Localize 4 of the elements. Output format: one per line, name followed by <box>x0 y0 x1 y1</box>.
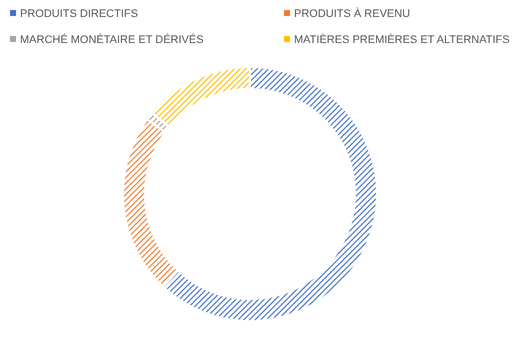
legend-label: PRODUITS À REVENU <box>294 6 410 20</box>
legend-label: MARCHÉ MONÉTAIRE ET DÉRIVÉS <box>20 32 204 46</box>
legend-label: MATIÈRES PREMIÈRES ET ALTERNATIFS <box>294 32 510 46</box>
legend-label: PRODUITS DIRECTIFS <box>20 8 138 20</box>
